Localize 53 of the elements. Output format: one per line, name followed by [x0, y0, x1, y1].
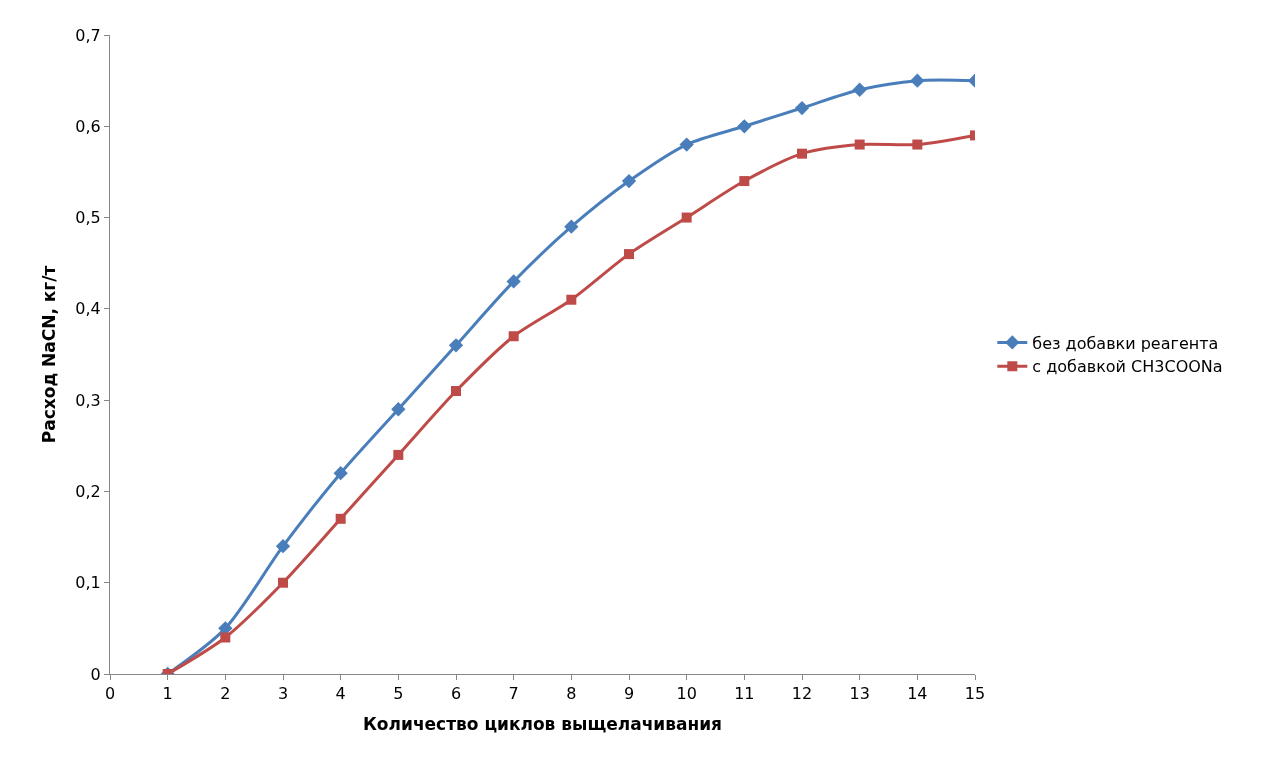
point [624, 249, 634, 260]
point [621, 173, 637, 189]
point [506, 274, 521, 289]
y-tick-label: 0,5 [75, 208, 101, 228]
x-tick-label: 1 [162, 684, 173, 704]
point [278, 577, 288, 588]
point [564, 219, 579, 234]
point [508, 331, 519, 342]
y-tick-label: 0,4 [75, 299, 101, 319]
legend-label: без добавки реагента [1032, 333, 1219, 353]
point [910, 73, 925, 88]
point [451, 386, 461, 397]
x-tick-label: 4 [335, 684, 346, 704]
point [737, 119, 752, 134]
point [391, 402, 406, 417]
x-tick-label: 11 [734, 684, 755, 704]
x-tick-label: 13 [849, 684, 870, 704]
y-tick-label: 0,6 [75, 116, 101, 136]
point [739, 176, 750, 187]
y-tick-label: 0,3 [75, 390, 101, 410]
x-tick-label: 15 [964, 684, 986, 704]
x-tick-label: 2 [220, 684, 231, 704]
point [797, 148, 807, 159]
x-tick-label: 14 [907, 684, 928, 704]
point [393, 449, 404, 460]
y-axis-title: Расход NaCN, кг/т [38, 265, 59, 444]
y-tick-label: 0 [90, 664, 101, 684]
point [335, 513, 346, 524]
point [681, 212, 692, 223]
x-tick-label: 0 [104, 684, 116, 704]
point [220, 632, 231, 643]
point [794, 100, 810, 116]
x-tick-label: 12 [791, 684, 813, 704]
x-tick-label: 8 [566, 684, 577, 704]
x-tick-label: 3 [277, 684, 289, 704]
y-tick-label: 0,2 [75, 482, 101, 502]
point [912, 139, 923, 150]
x-tick-label: 6 [450, 684, 462, 704]
x-tick-label: 10 [676, 684, 697, 704]
x-tick-label: 5 [393, 684, 404, 704]
x-axis-title: Количество циклов выщелачивания [362, 713, 723, 734]
y-tick-label: 0,7 [75, 25, 101, 45]
y-tick-label: 0,1 [75, 573, 101, 593]
x-tick-label: 7 [508, 684, 519, 704]
point [566, 294, 577, 305]
point [275, 539, 291, 554]
x-tick-label: 9 [623, 684, 635, 704]
legend-label: с добавкой CH3COONa [1032, 357, 1223, 377]
point [854, 139, 865, 150]
point [852, 82, 867, 97]
point [448, 338, 464, 353]
point [333, 466, 348, 481]
point [679, 137, 694, 152]
